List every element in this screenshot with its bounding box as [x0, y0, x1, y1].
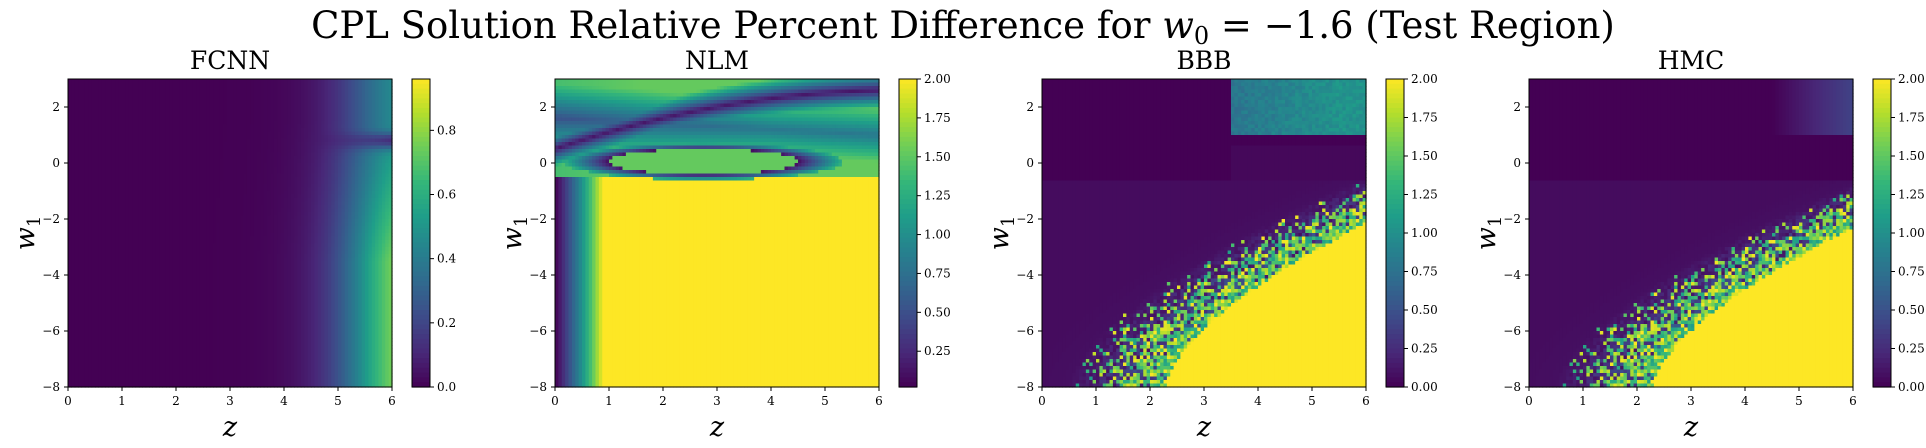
heatmap-grid — [68, 79, 393, 388]
